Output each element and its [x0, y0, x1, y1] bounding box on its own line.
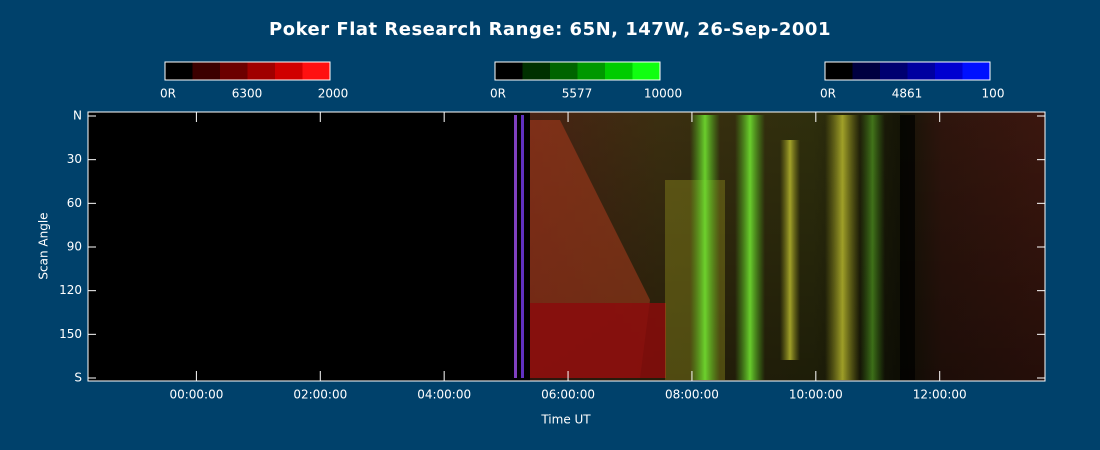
x-tick-label: 12:00:00 — [913, 388, 967, 402]
colorbar-swatch — [880, 62, 908, 80]
colorbar-swatch — [852, 62, 881, 80]
y-tick-label: 120 — [59, 283, 82, 297]
x-tick-label: 06:00:00 — [541, 388, 595, 402]
colorbar-max-label: 10000 — [644, 87, 682, 101]
colorbar-swatch — [962, 62, 991, 80]
colorbar-swatch — [192, 62, 221, 80]
colorbar-swatch — [165, 62, 193, 80]
colorbar-swatch — [495, 62, 523, 80]
y-tick-label: N — [73, 109, 82, 123]
y-tick-label: 150 — [59, 327, 82, 341]
colorbar-swatch — [935, 62, 963, 80]
colorbar-swatch — [825, 62, 853, 80]
colorbar-swatch — [550, 62, 578, 80]
colorbar-name: 6300 — [232, 87, 263, 101]
colorbar-swatch — [522, 62, 551, 80]
colorbar-min-label: 0R — [160, 87, 176, 101]
chart-title: Poker Flat Research Range: 65N, 147W, 26… — [269, 19, 831, 40]
y-tick-label: S — [74, 371, 82, 385]
x-tick-label: 10:00:00 — [789, 388, 843, 402]
colorbar-swatch — [605, 62, 633, 80]
colorbar-swatch — [220, 62, 248, 80]
colorbar-min-label: 0R — [490, 87, 506, 101]
colorbar-frame — [824, 61, 991, 81]
x-tick-label: 00:00:00 — [169, 388, 223, 402]
keogram-image — [88, 112, 1045, 381]
colorbar-max-label: 2000 — [318, 87, 349, 101]
y-tick-label: 30 — [67, 152, 82, 166]
colorbar-frame — [164, 61, 331, 81]
x-tick-label: 08:00:00 — [665, 388, 719, 402]
colorbar-max-label: 100 — [982, 87, 1005, 101]
colorbar-swatch — [632, 62, 661, 80]
y-axis-label: Scan Angle — [37, 212, 51, 279]
colorbar-name: 4861 — [892, 87, 923, 101]
colorbar-name: 5577 — [562, 87, 593, 101]
y-tick-label: 90 — [67, 240, 82, 254]
colorbar-frame — [494, 61, 661, 81]
colorbar-swatch — [247, 62, 276, 80]
colorbar-swatch — [577, 62, 606, 80]
y-tick-label: 60 — [67, 196, 82, 210]
x-tick-label: 04:00:00 — [417, 388, 471, 402]
colorbar-swatch — [907, 62, 936, 80]
colorbar-swatch — [302, 62, 331, 80]
x-axis-label: Time UT — [540, 413, 591, 427]
colorbar-min-label: 0R — [820, 87, 836, 101]
x-tick-label: 02:00:00 — [293, 388, 347, 402]
colorbar-swatch — [275, 62, 303, 80]
